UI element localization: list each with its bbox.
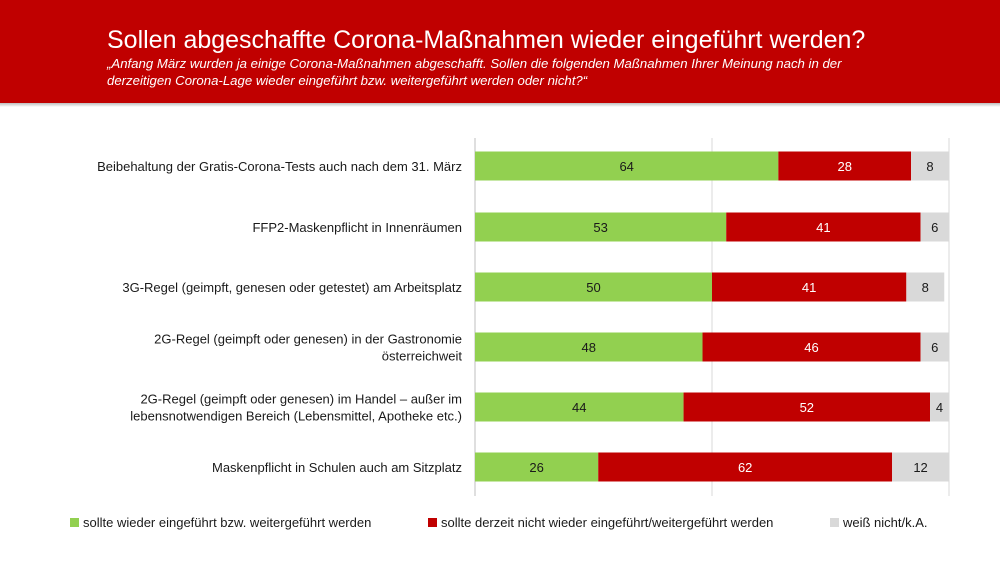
bars: 64 28 8 53 41 6 50 41 8 48 46 6 44 52 4 26 62 12 — [475, 151, 949, 482]
category-label-3-1: österreichweit — [382, 349, 463, 364]
value-label-agree-2: 50 — [586, 280, 600, 295]
value-label-disagree-4: 52 — [800, 400, 814, 415]
bar-unknown-2 — [906, 272, 945, 302]
bar-disagree-4 — [683, 392, 931, 422]
bar-agree-2 — [475, 272, 712, 302]
value-label-disagree-1: 41 — [816, 220, 830, 235]
value-label-unknown-2: 8 — [922, 280, 929, 295]
legend-label-green: sollte wieder eingeführt bzw. weitergefü… — [83, 515, 372, 530]
value-label-agree-5: 26 — [529, 460, 543, 475]
value-label-disagree-3: 46 — [804, 340, 818, 355]
page-title: Sollen abgeschaffte Corona-Maßnahmen wie… — [107, 26, 866, 54]
bar-disagree-1 — [726, 212, 921, 242]
category-label-1-0: FFP2-Maskenpflicht in Innenräumen — [252, 220, 462, 235]
legend: sollte wieder eingeführt bzw. weitergefü… — [70, 515, 970, 533]
value-label-unknown-0: 8 — [926, 159, 933, 174]
legend-label-gray: weiß nicht/k.A. — [843, 515, 928, 530]
bar-unknown-1 — [920, 212, 949, 242]
bar-agree-1 — [475, 212, 727, 242]
value-label-unknown-3: 6 — [931, 340, 938, 355]
value-label-agree-1: 53 — [593, 220, 607, 235]
value-label-agree-3: 48 — [582, 340, 596, 355]
bar-agree-4 — [475, 392, 684, 422]
category-label-5-0: Maskenpflicht in Schulen auch am Sitzpla… — [212, 460, 462, 475]
legend-swatch-gray — [830, 518, 839, 527]
value-label-unknown-4: 4 — [936, 400, 943, 415]
legend-swatch-green — [70, 518, 79, 527]
legend-swatch-red — [428, 518, 437, 527]
bar-unknown-5 — [892, 452, 949, 482]
bar-agree-5 — [475, 452, 599, 482]
bar-unknown-0 — [911, 151, 949, 181]
bar-disagree-0 — [778, 151, 912, 181]
value-label-disagree-0: 28 — [837, 159, 851, 174]
page-subtitle: „Anfang März wurden ja einige Corona-Maß… — [107, 56, 842, 88]
category-label-4-0: 2G-Regel (geimpft oder genesen) im Hande… — [140, 392, 462, 407]
legend-label-red: sollte derzeit nicht wieder eingeführt/w… — [441, 515, 774, 530]
legend-item-red: sollte derzeit nicht wieder eingeführt/w… — [428, 515, 773, 530]
header-shadow — [0, 103, 1000, 107]
value-label-unknown-5: 12 — [913, 460, 927, 475]
category-label-3-0: 2G-Regel (geimpft oder genesen) in der G… — [154, 332, 462, 347]
bar-agree-3 — [475, 332, 703, 362]
category-label-4-1: lebensnotwendigen Bereich (Lebensmittel,… — [130, 409, 462, 424]
bar-unknown-3 — [920, 332, 949, 362]
category-labels: Beibehaltung der Gratis-Corona-Tests auc… — [97, 159, 462, 475]
value-label-disagree-2: 41 — [802, 280, 816, 295]
bar-disagree-3 — [702, 332, 921, 362]
category-label-0-0: Beibehaltung der Gratis-Corona-Tests auc… — [97, 159, 462, 174]
legend-item-green: sollte wieder eingeführt bzw. weitergefü… — [70, 515, 371, 530]
bar-unknown-4 — [930, 392, 949, 422]
value-label-unknown-1: 6 — [931, 220, 938, 235]
bar-disagree-5 — [598, 452, 893, 482]
value-label-agree-4: 44 — [572, 400, 586, 415]
value-label-disagree-5: 62 — [738, 460, 752, 475]
grid-lines — [474, 138, 950, 496]
value-label-agree-0: 64 — [619, 159, 633, 174]
category-label-2-0: 3G-Regel (geimpft, genesen oder getestet… — [122, 280, 462, 295]
header-banner — [0, 0, 1000, 103]
bar-agree-0 — [475, 151, 779, 181]
bar-disagree-2 — [712, 272, 907, 302]
legend-item-gray: weiß nicht/k.A. — [830, 515, 928, 530]
